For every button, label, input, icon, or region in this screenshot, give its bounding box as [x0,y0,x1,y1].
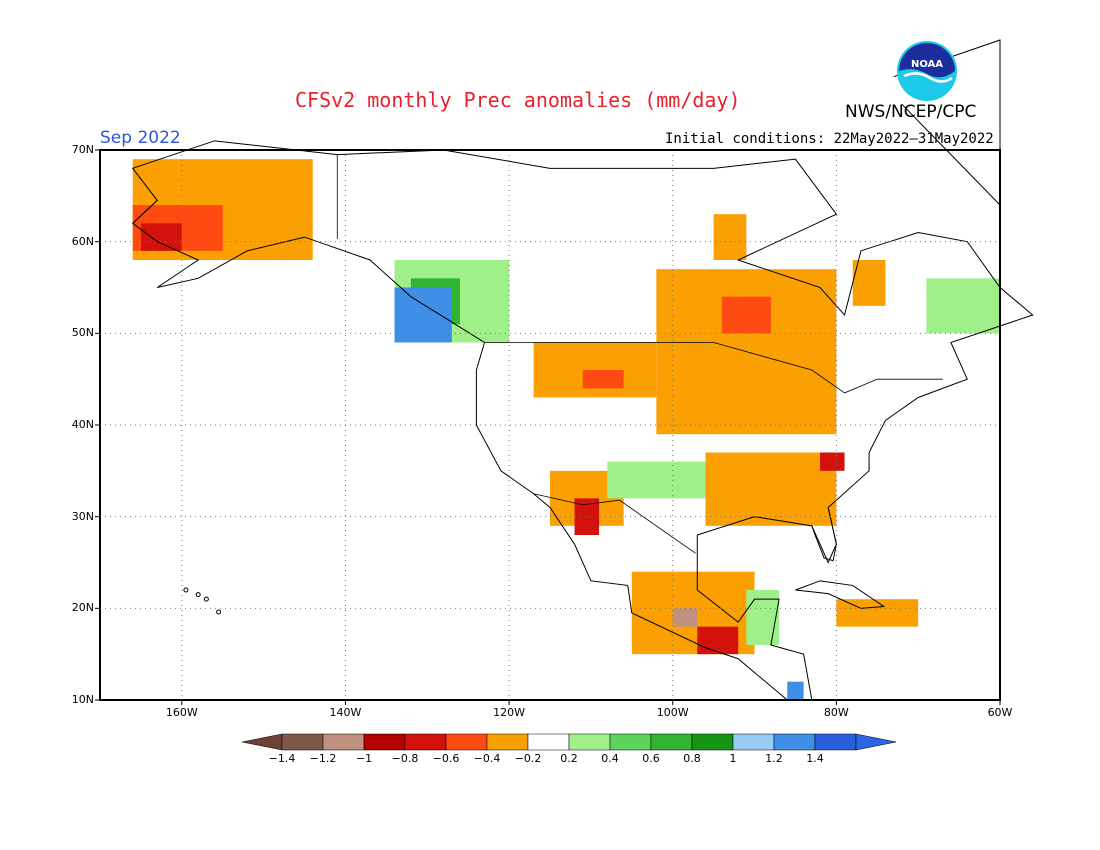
lon-label: 160W [165,706,198,719]
colorbar-label: 0.4 [601,752,619,765]
colorbar-label: −1 [355,752,373,765]
colorbar [241,733,897,751]
lat-label: 20N [71,601,94,615]
colorbar-swatch [486,733,529,751]
colorbar-label: −0.6 [432,752,460,765]
anomaly-region-9 [721,296,771,334]
anomaly-region-5 [394,287,452,343]
anomaly-region-16 [697,626,739,655]
lat-label: 40N [71,418,94,431]
colorbar-swatch [814,733,857,751]
lon-label: 80W [823,706,849,719]
anomaly-region-19 [926,278,1000,334]
anomaly-region-11 [820,452,845,471]
anomaly-region-10 [705,452,837,526]
lat-label: 70N [71,143,94,156]
colorbar-swatch [445,733,488,751]
lat-label: 30N [71,509,94,523]
lon-label: 140W [329,706,362,719]
lat-label: 60N [71,234,94,248]
colorbar-label: −0.4 [473,752,501,765]
anomaly-region-17 [672,608,698,627]
colorbar-swatch [281,733,324,751]
forecast-month: Sep 2022 [100,128,181,148]
colorbar-swatch [568,733,611,751]
colorbar-swatch [650,733,693,751]
hawaii-island-2 [195,592,201,598]
colorbar-swatch [363,733,406,751]
anomaly-region-21 [713,214,747,260]
anomaly-region-7 [582,370,624,389]
colorbar-label: −0.8 [391,752,419,765]
colorbar-label: −1.2 [309,752,337,765]
anomaly-region-18 [746,590,780,645]
colorbar-label: 0.6 [642,752,660,765]
colorbar-swatch [404,733,447,751]
colorbar-label: −0.2 [514,752,542,765]
lat-lon-grid [100,150,1000,700]
hawaii-island-3 [183,587,189,593]
colorbar-arrow-high [855,733,897,751]
us-canada-border [484,342,943,394]
lat-label: 10N [71,693,94,706]
colorbar-label: 0.2 [560,752,578,765]
axis-ticks [95,149,1001,705]
logo-text: NOAA [911,59,943,70]
colorbar-label: 1.4 [806,752,824,765]
anomaly-region-2 [140,223,182,251]
lon-label: 60W [987,706,1013,719]
lat-label: 50N [71,326,94,340]
anomaly-fills [132,159,1000,700]
colorbar-swatch [527,733,570,751]
colorbar-swatch [691,733,734,751]
us-mexico-border [533,493,696,554]
lon-label: 120W [493,706,526,719]
noaa-logo-icon: NOAA [897,41,957,101]
colorbar-label: 0.8 [683,752,701,765]
anomaly-region-20 [852,260,886,306]
agency-label: NWS/NCEP/CPC [845,102,977,122]
florida-outline [811,507,837,562]
anomaly-region-23 [787,681,804,700]
lon-label: 100W [656,706,689,719]
colorbar-label: 1 [729,752,737,765]
colorbar-swatch [773,733,816,751]
colorbar-swatch [322,733,365,751]
hawaii-island-1 [203,596,209,602]
hawaii-island-0 [216,609,222,615]
colorbar-swatch [732,733,775,751]
cuba-outline [795,580,886,609]
colorbar-label: 1.2 [765,752,783,765]
chart-title: CFSv2 monthly Prec anomalies (mm/day) [295,88,741,112]
anomaly-region-14 [607,461,706,499]
colorbar-swatch [609,733,652,751]
colorbar-label: −1.4 [268,752,296,765]
colorbar-arrow-low [241,733,283,751]
initial-conditions: Initial conditions: 22May2022–31May2022 [665,131,994,147]
